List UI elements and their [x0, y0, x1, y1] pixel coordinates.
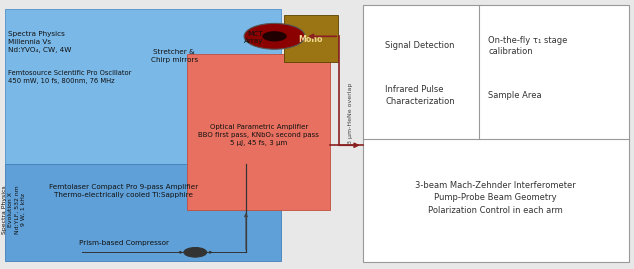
Circle shape — [244, 23, 305, 49]
Bar — [5, 9, 281, 164]
Bar — [284, 15, 338, 62]
Text: MCT
Array: MCT Array — [243, 31, 263, 44]
Bar — [5, 164, 281, 261]
Text: On-the-fly τ₁ stage
calibration: On-the-fly τ₁ stage calibration — [488, 36, 567, 56]
Text: 3-beam Mach-Zehnder Interferometer
Pump-Probe Beam Geometry
Polarization Control: 3-beam Mach-Zehnder Interferometer Pump-… — [415, 181, 576, 215]
Text: Signal Detection: Signal Detection — [385, 41, 455, 50]
Circle shape — [262, 31, 287, 41]
Bar — [363, 5, 629, 262]
Text: Femtosource Scientific Pro Oscillator
450 mW, 10 fs, 800nm, 76 MHz: Femtosource Scientific Pro Oscillator 45… — [8, 70, 132, 84]
Text: Femtolaser Compact Pro 9-pass Amplifier
Thermo-electrically cooled Ti:Sapphire: Femtolaser Compact Pro 9-pass Amplifier … — [49, 184, 198, 198]
Text: Spectra Physics
Millennia Vs
Nd:YVO₄, CW, 4W: Spectra Physics Millennia Vs Nd:YVO₄, CW… — [8, 31, 72, 53]
Text: Infrared Pulse
Characterization: Infrared Pulse Characterization — [385, 86, 455, 105]
Text: Spectra Physics
Evolution X
Nd:YLF, 532 nm
9 W, 1 kHz: Spectra Physics Evolution X Nd:YLF, 532 … — [2, 185, 26, 234]
Text: Sample Area: Sample Area — [488, 91, 542, 100]
Text: 3 μm-HeNe overlap: 3 μm-HeNe overlap — [348, 82, 353, 144]
Text: Stretcher &
Chirp mirrors: Stretcher & Chirp mirrors — [151, 49, 198, 63]
Text: Prism-based Compressor: Prism-based Compressor — [79, 240, 169, 246]
Circle shape — [184, 247, 207, 257]
Bar — [187, 54, 330, 210]
Text: Optical Parametric Amplifier
BBO first pass, KNbO₃ second pass
5 μJ, 45 fs, 3 μm: Optical Parametric Amplifier BBO first p… — [198, 123, 319, 146]
Text: Mono: Mono — [299, 34, 323, 44]
